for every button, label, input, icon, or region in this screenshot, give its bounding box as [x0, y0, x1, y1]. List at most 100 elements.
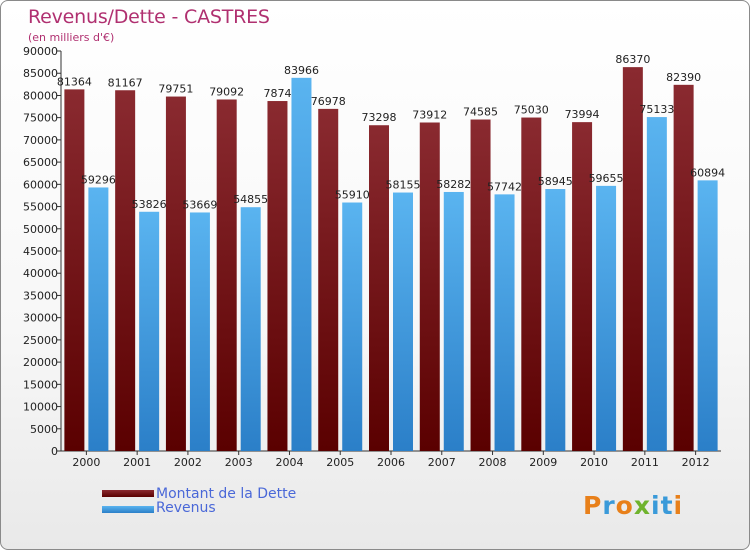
proxiti-logo: Proxiti: [583, 491, 683, 520]
x-tick-label: 2008: [479, 456, 507, 469]
bar-revenus: [545, 189, 566, 451]
bar-dette: [165, 96, 186, 451]
data-label-revenus: 57742: [487, 180, 522, 193]
logo-letter: t: [660, 491, 674, 520]
bar-dette: [470, 119, 491, 451]
x-tick-label: 2009: [529, 456, 557, 469]
legend-label-dette: Montant de la Dette: [156, 486, 297, 502]
y-tick-label: 45000: [23, 245, 58, 258]
x-tick-label: 2001: [123, 456, 151, 469]
legend-swatch-revenus: [102, 506, 154, 513]
x-tick-label: 2003: [225, 456, 253, 469]
x-tick-label: 2012: [682, 456, 710, 469]
logo-letter: P: [583, 491, 603, 520]
y-tick-label: 60000: [23, 178, 58, 191]
y-tick-label: 25000: [23, 334, 58, 347]
y-tick-label: 35000: [23, 289, 58, 302]
bar-revenus: [189, 212, 210, 451]
bar-revenus: [342, 202, 363, 451]
bar-dette: [622, 67, 643, 451]
x-tick-label: 2006: [377, 456, 405, 469]
bar-dette: [115, 90, 136, 451]
data-label-revenus: 59655: [589, 172, 624, 185]
data-label-dette: 76978: [311, 95, 346, 108]
bar-revenus: [88, 187, 109, 451]
bar-dette: [369, 125, 389, 451]
y-tick-label: 90000: [23, 45, 58, 58]
data-label-dette: 82390: [666, 71, 701, 84]
logo-letter: x: [633, 491, 651, 520]
data-label-dette: 73912: [412, 109, 447, 122]
bar-revenus: [596, 185, 617, 451]
data-label-dette: 7874: [263, 87, 291, 100]
data-label-revenus: 58945: [538, 175, 573, 188]
x-tick-label: 2005: [326, 456, 354, 469]
data-label-revenus: 53826: [132, 198, 167, 211]
y-tick-label: 80000: [23, 89, 58, 102]
logo-letter: o: [615, 491, 634, 520]
data-label-revenus: 59296: [81, 173, 116, 186]
bar-revenus: [393, 192, 413, 452]
bars: [64, 67, 718, 452]
data-label-revenus: 54855: [233, 193, 268, 206]
y-tick-label: 75000: [23, 112, 58, 125]
data-label-dette: 74585: [463, 106, 498, 119]
data-label-revenus: 55910: [335, 189, 370, 202]
bar-revenus: [443, 191, 464, 452]
chart-subtitle: (en milliers d'€): [28, 31, 115, 44]
data-label-dette: 79092: [209, 85, 244, 98]
bar-dette: [267, 101, 288, 451]
data-label-dette: 73994: [565, 108, 600, 121]
bar-dette: [64, 89, 85, 451]
data-label-revenus: 83966: [284, 64, 319, 77]
data-label-revenus: 58282: [436, 178, 471, 191]
y-tick-label: 5000: [30, 423, 58, 436]
value-labels: 81364 59296 81167 53826 79751 53669 79092 54855…: [57, 53, 725, 211]
bar-revenus: [240, 207, 261, 451]
bar-dette: [673, 84, 694, 452]
bar-revenus: [646, 117, 667, 451]
chart-title: Revenus/Dette - CASTRES: [28, 6, 270, 28]
logo-letter: i: [651, 491, 661, 520]
x-tick-label: 2002: [174, 456, 202, 469]
bar-revenus: [697, 180, 718, 452]
x-tick-label: 2011: [631, 456, 659, 469]
logo-letter: r: [602, 491, 616, 520]
data-label-dette: 81167: [108, 76, 143, 89]
legend-swatch-dette: [102, 490, 154, 497]
y-tick-label: 70000: [23, 134, 58, 147]
x-tick-label: 2007: [428, 456, 456, 469]
data-label-revenus: 60894: [690, 166, 725, 179]
x-tick-label: 2000: [72, 456, 100, 469]
bar-dette: [318, 108, 339, 452]
data-label-dette: 81364: [57, 75, 92, 88]
bar-dette: [521, 117, 542, 452]
bar-dette: [572, 122, 593, 451]
y-tick-label: 40000: [23, 267, 58, 280]
data-label-dette: 86370: [615, 53, 650, 66]
x-tick-label: 2004: [275, 456, 303, 469]
data-label-dette: 73298: [362, 111, 397, 124]
legend-label-revenus: Revenus: [156, 500, 216, 516]
data-label-revenus: 53669: [182, 198, 217, 211]
bar-revenus: [494, 194, 515, 451]
bar-dette: [216, 99, 237, 451]
x-tick-label: 2010: [580, 456, 608, 469]
y-tick-label: 10000: [23, 401, 58, 414]
data-label-dette: 75030: [514, 104, 549, 117]
y-tick-label: 0: [51, 445, 58, 458]
bar-revenus: [139, 211, 160, 451]
y-tick-label: 55000: [23, 201, 58, 214]
y-tick-label: 85000: [23, 67, 58, 80]
y-tick-label: 30000: [23, 312, 58, 325]
y-tick-label: 20000: [23, 356, 58, 369]
y-tick-label: 65000: [23, 156, 58, 169]
data-label-revenus: 75133: [639, 103, 674, 116]
y-tick-label: 15000: [23, 378, 58, 391]
bar-dette: [419, 122, 440, 451]
logo-letter: i: [673, 491, 684, 520]
data-label-dette: 79751: [158, 83, 193, 96]
data-label-revenus: 58155: [386, 179, 421, 192]
